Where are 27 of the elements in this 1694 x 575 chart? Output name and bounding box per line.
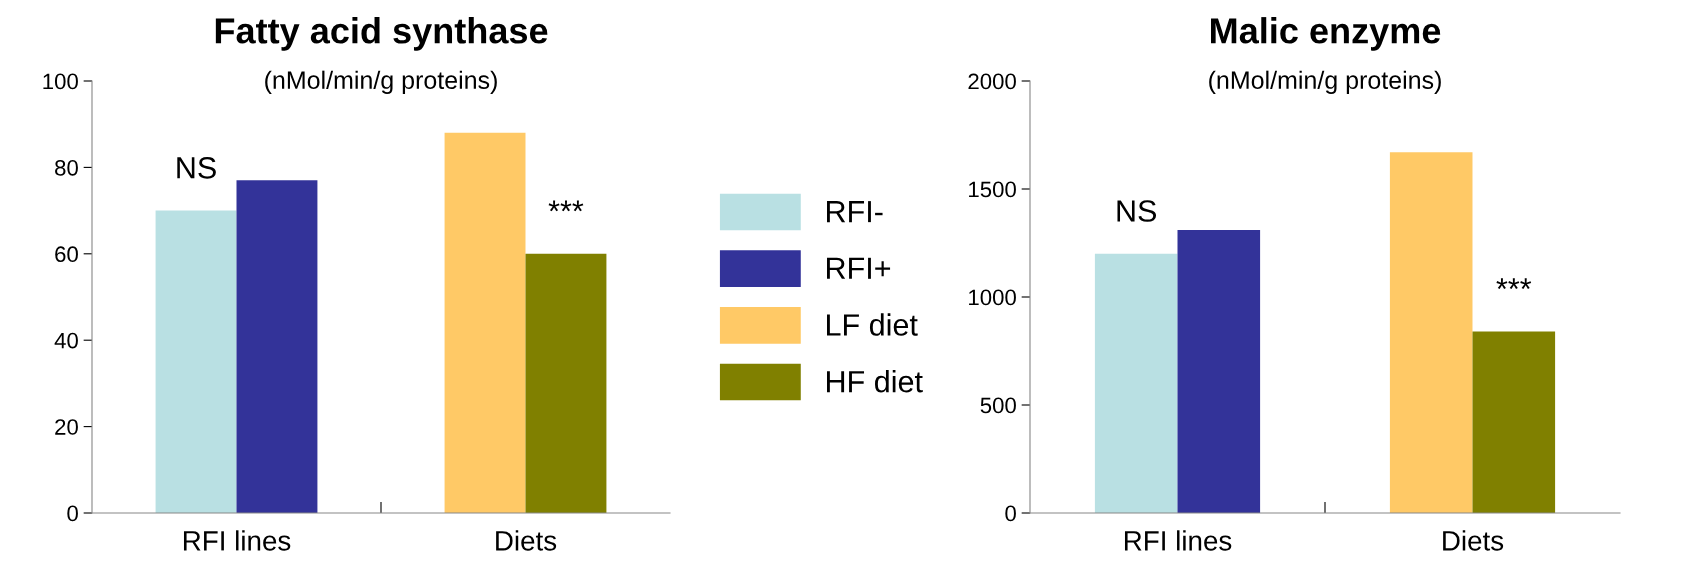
x-tick-label: RFI lines [1124,530,1232,551]
chart-title: Fatty acid synthase [215,17,548,51]
chart-subtitle: (nMol/min/g proteins) [1209,70,1441,94]
legend-label: HF diet [827,370,923,393]
y-tick-label: 20 [55,419,78,435]
legend-label: RFI+ [827,257,891,279]
annotation: NS [177,157,216,179]
chart-subtitle: (nMol/min/g proteins) [265,70,497,94]
y-tick-label: 0 [67,505,78,522]
y-tick-label: 40 [54,332,78,349]
y-tick-label: 80 [55,159,78,176]
annotation: NS [1117,200,1157,222]
y-tick-label: 1500 [969,181,1016,198]
x-tick-label: Diets [1443,530,1504,551]
legend-label: RFI- [827,201,883,223]
y-tick-label: 0 [1005,505,1016,522]
annotation: *** [1496,278,1532,290]
chart-title: Malic enzyme [1211,17,1441,51]
x-tick-label: RFI lines [183,530,291,551]
x-tick-label: Diets [496,530,557,551]
y-tick-label: 60 [55,246,78,263]
y-tick-label: 100 [43,73,78,90]
y-tick-label: 500 [980,397,1016,414]
legend-label: LF diet [827,313,918,336]
annotation: *** [548,200,584,212]
y-tick-label: 2000 [968,73,1016,90]
y-tick-label: 1000 [969,289,1016,306]
